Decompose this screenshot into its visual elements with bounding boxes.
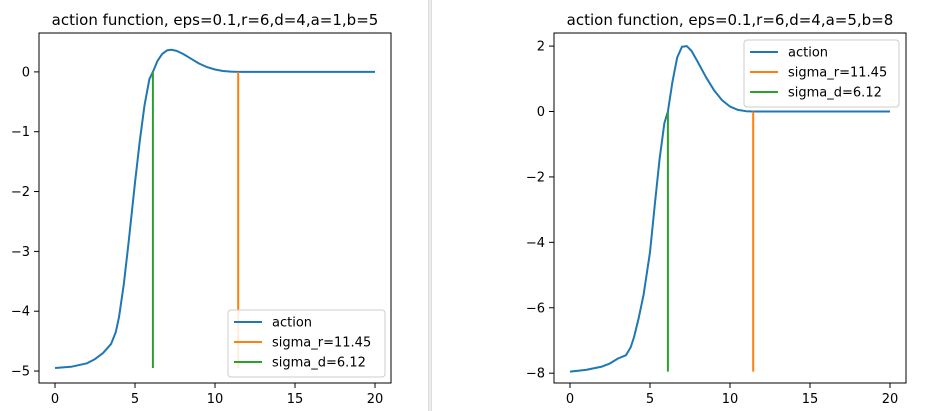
- chart1-legend-label-0: action: [788, 46, 828, 61]
- chart0-series-0-line: [54, 48, 375, 369]
- chart-left: action function, eps=0.1,r=6,d=4,a=1,b=5…: [11, 11, 392, 407]
- chart0-xtick-label-3: 15: [287, 392, 304, 407]
- chart1-ytick-label-0: 2: [537, 40, 545, 55]
- chart0-ytick-label-4: −4: [11, 305, 30, 320]
- chart1-series-group: [569, 45, 890, 373]
- chart1-ytick-label-3: −4: [526, 236, 545, 251]
- chart0-ytick-label-0: 0: [22, 65, 30, 80]
- chart1-xtick-label-1: 5: [646, 392, 654, 407]
- chart0-legend-label-0: action: [272, 316, 312, 331]
- chart1-legend-label-2: sigma_d=6.12: [788, 86, 882, 101]
- chart1-xtick-label-4: 20: [882, 392, 899, 407]
- chart0-legend-box: [227, 309, 386, 378]
- chart0-ytick-label-1: −1: [11, 125, 30, 140]
- chart-right: action function, eps=0.1,r=6,d=4,a=5,b=8…: [526, 11, 907, 407]
- chart-panel-right: action function, eps=0.1,r=6,d=4,a=5,b=8…: [432, 0, 933, 411]
- chart1-ytick-label-4: −6: [526, 301, 545, 316]
- chart1-series-0-line: [569, 45, 890, 373]
- chart0-xtick-label-4: 20: [367, 392, 384, 407]
- chart0-ytick-label-5: −5: [11, 365, 30, 380]
- chart0-title: action function, eps=0.1,r=6,d=4,a=1,b=5: [52, 11, 379, 29]
- chart1-ytick-label-1: 0: [537, 105, 545, 120]
- chart1-ytick-label-5: −8: [526, 367, 545, 382]
- chart0-xtick-label-1: 5: [131, 392, 139, 407]
- chart0-ytick-label-2: −2: [11, 185, 30, 200]
- chart1-xtick-label-0: 0: [566, 392, 574, 407]
- chart0-xtick-label-0: 0: [51, 392, 59, 407]
- chart1-legend-box: [743, 39, 900, 108]
- chart1-xtick-label-2: 10: [722, 392, 739, 407]
- chart0-xtick-label-2: 10: [207, 392, 224, 407]
- chart0-legend-label-1: sigma_r=11.45: [272, 336, 371, 351]
- chart0-legend-label-2: sigma_d=6.12: [272, 356, 366, 371]
- chart1-xtick-label-3: 15: [802, 392, 819, 407]
- chart1-ytick-label-2: −2: [526, 170, 545, 185]
- chart0-ytick-label-3: −3: [11, 245, 30, 260]
- chart1-title: action function, eps=0.1,r=6,d=4,a=5,b=8: [567, 11, 894, 29]
- chart-panel-left: action function, eps=0.1,r=6,d=4,a=1,b=5…: [0, 0, 428, 411]
- chart1-legend-label-1: sigma_r=11.45: [788, 66, 887, 81]
- panel-divider[interactable]: [428, 0, 432, 411]
